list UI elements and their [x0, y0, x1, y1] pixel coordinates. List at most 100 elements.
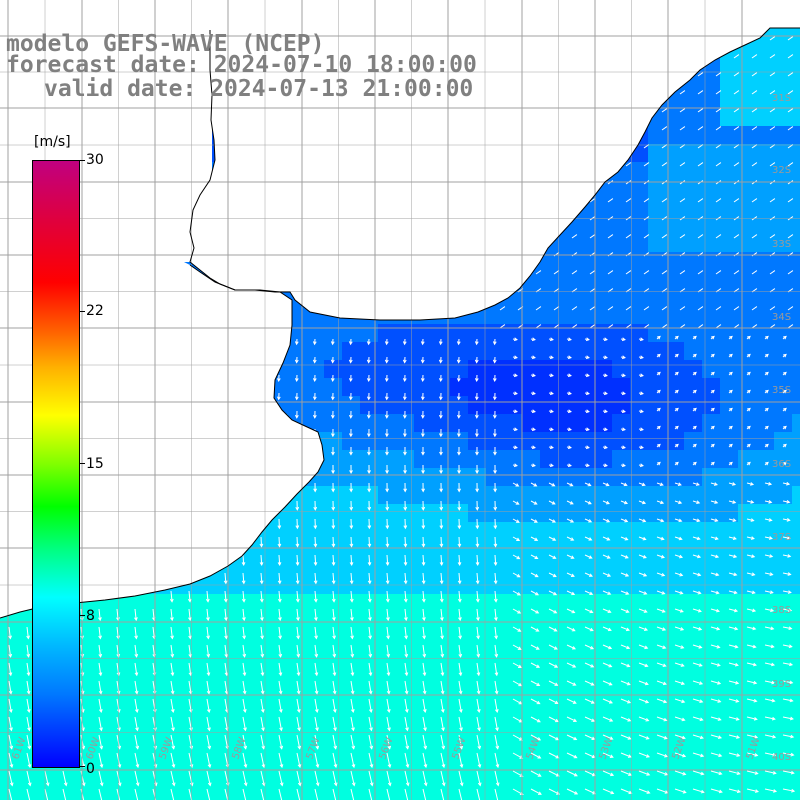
wind-arrowhead — [170, 653, 175, 658]
wind-arrowhead — [623, 482, 628, 487]
wind-arrowhead — [770, 626, 775, 631]
wind-speed-cell — [504, 522, 522, 540]
colorbar-label-15: 15 — [86, 456, 104, 472]
wind-speed-cell — [684, 180, 702, 198]
wind-speed-cell — [630, 738, 648, 756]
wind-arrow — [692, 536, 700, 540]
wind-speed-cell — [594, 396, 612, 414]
wind-arrowhead — [367, 525, 372, 530]
wind-arrow — [170, 770, 175, 786]
wind-arrowhead — [549, 409, 554, 414]
wind-arrow — [548, 662, 558, 668]
wind-arrow — [386, 608, 389, 621]
wind-arrow — [458, 626, 461, 639]
wind-arrowhead — [277, 525, 282, 530]
wind-arrow — [170, 608, 173, 621]
wind-speed-cell — [324, 558, 342, 576]
wind-speed-cell — [306, 666, 324, 684]
wind-arrowhead — [295, 598, 300, 603]
wind-speed-cell — [450, 630, 468, 648]
wind-speed-cell — [378, 414, 396, 432]
wind-arrowhead — [492, 378, 497, 383]
wind-arrowhead — [386, 653, 391, 658]
wind-arrowhead — [675, 389, 679, 394]
latitude-label: 34S — [772, 312, 791, 323]
wind-speed-cell — [702, 198, 720, 216]
wind-arrowhead — [734, 626, 739, 631]
colorbar-unit: [m/s] — [34, 134, 71, 150]
wind-speed-cell — [684, 720, 702, 738]
wind-arrowhead — [715, 554, 720, 559]
latitude-label: 31S — [772, 93, 791, 104]
wind-arrowhead — [494, 709, 499, 714]
wind-speed-cell — [630, 648, 648, 666]
wind-arrowhead — [189, 764, 194, 769]
wind-speed-cell — [612, 612, 630, 630]
wind-arrowhead — [752, 662, 757, 667]
wind-arrow — [422, 662, 426, 676]
wind-speed-cell — [702, 468, 720, 486]
wind-speed-cell — [792, 216, 800, 234]
wind-speed-cell — [324, 432, 342, 450]
wind-arrowhead — [585, 373, 590, 378]
wind-speed-cell — [594, 252, 612, 270]
wind-speed-cell — [360, 666, 378, 684]
wind-arrowhead — [242, 635, 246, 640]
wind-arrowhead — [386, 635, 390, 640]
wind-arrowhead — [751, 590, 756, 595]
wind-speed-cell — [630, 342, 648, 360]
wind-arrow — [625, 234, 632, 239]
wind-arrowhead — [422, 672, 427, 677]
wind-arrowhead — [554, 664, 559, 668]
wind-arrowhead — [261, 745, 266, 750]
wind-arrow — [782, 500, 790, 503]
wind-arrowhead — [276, 396, 281, 401]
wind-arrowhead — [457, 580, 462, 585]
wind-speed-cell — [504, 666, 522, 684]
wind-arrowhead — [752, 644, 757, 649]
wind-speed-cell — [594, 378, 612, 396]
wind-arrow — [548, 752, 559, 759]
valid-date: valid date: 2024-07-13 21:00:00 — [44, 76, 474, 102]
wind-arrow — [764, 752, 776, 756]
wind-speed-cell — [576, 522, 594, 540]
wind-arrowhead — [9, 764, 14, 769]
wind-speed-cell — [360, 468, 378, 486]
wind-arrowhead — [294, 396, 299, 401]
wind-arrowhead — [551, 483, 556, 487]
wind-arrow — [512, 662, 522, 668]
wind-arrowhead — [754, 735, 759, 739]
wind-arrowhead — [404, 653, 409, 658]
wind-arrow — [728, 734, 740, 739]
wind-arrow — [98, 608, 101, 621]
wind-arrowhead — [711, 443, 715, 448]
wind-speed-cell — [756, 468, 774, 486]
wind-arrowhead — [423, 782, 428, 787]
wind-arrowhead — [294, 341, 299, 346]
wind-arrow — [440, 698, 444, 713]
wind-arrowhead — [421, 598, 426, 603]
wind-speed-cell — [702, 108, 720, 126]
wind-arrowhead — [135, 745, 140, 750]
wind-speed-cell — [342, 612, 360, 630]
wind-speed-cell — [684, 702, 702, 720]
colorbar-label-30: 30 — [86, 152, 104, 168]
wind-arrowhead — [440, 690, 445, 695]
wind-speed-cell — [540, 612, 558, 630]
wind-speed-cell — [450, 594, 468, 612]
wind-arrowhead — [296, 653, 301, 658]
wind-arrow — [242, 608, 245, 621]
wind-arrow — [566, 662, 576, 668]
wind-arrowhead — [789, 680, 794, 685]
wind-speed-cell — [144, 612, 162, 630]
wind-arrow — [188, 716, 192, 731]
wind-speed-cell — [576, 540, 594, 558]
wind-arrowhead — [621, 391, 626, 396]
wind-arrow — [512, 626, 521, 632]
wind-arrowhead — [457, 562, 462, 567]
wind-speed-cell — [756, 702, 774, 720]
wind-speed-cell — [468, 612, 486, 630]
wind-arrowhead — [555, 773, 560, 777]
wind-speed-cell — [162, 720, 180, 738]
wind-speed-cell — [324, 684, 342, 702]
